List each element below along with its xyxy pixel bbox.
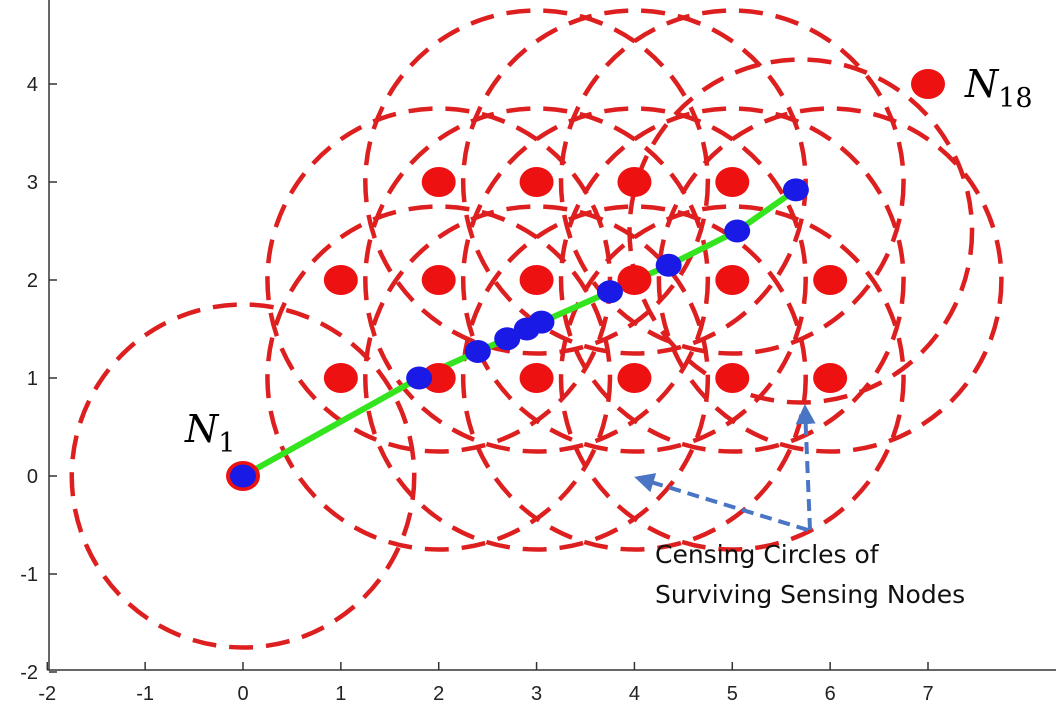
annotation-line-2: Surviving Sensing Nodes <box>655 580 966 609</box>
sensing-circle-13 <box>627 57 975 405</box>
sensing-node-17 <box>911 69 945 99</box>
sensing-circle-7 <box>460 106 808 454</box>
x-tick-label: -2 <box>38 683 56 705</box>
y-tick-label: -1 <box>20 564 38 586</box>
path-node-8 <box>724 219 751 243</box>
y-tick-label: 4 <box>27 74 38 96</box>
x-tick-label: 2 <box>433 683 444 705</box>
path-node-3 <box>494 327 521 351</box>
sensing-node-10 <box>617 265 652 295</box>
x-tick-label: -1 <box>136 683 154 705</box>
sensing-node-3 <box>519 363 554 393</box>
last-node-label: N18 <box>964 62 1033 114</box>
y-tick-label: -2 <box>20 662 38 684</box>
sensing-node-9 <box>519 265 554 295</box>
sensing-node-7 <box>323 265 358 295</box>
annotation-arrow-left <box>634 473 809 532</box>
sensing-node-2 <box>421 363 456 393</box>
sensing-node-5 <box>715 363 750 393</box>
path-node-9 <box>782 178 809 202</box>
path-node-7 <box>655 253 682 277</box>
x-tick-label: 3 <box>531 683 542 705</box>
sensing-node-1 <box>323 363 358 393</box>
sensing-circle-1 <box>265 204 613 552</box>
sensing-node-16 <box>715 167 750 197</box>
sensing-node-4 <box>617 363 652 393</box>
sensing-node-11 <box>715 265 750 295</box>
path-node-0 <box>230 464 256 488</box>
path-nodes <box>230 178 809 488</box>
sensing-node-14 <box>519 167 554 197</box>
x-tick-label: 7 <box>922 683 933 705</box>
annotation-text: Censing Circles of Surviving Sensing Nod… <box>655 535 965 615</box>
first-node-label: N1 <box>184 407 235 459</box>
sensing-node-13 <box>421 167 456 197</box>
sensing-node-15 <box>617 167 652 197</box>
x-tick-label: 4 <box>629 683 640 705</box>
sensing-circle-0 <box>69 302 417 650</box>
y-tick-label: 1 <box>27 368 38 390</box>
x-tick-label: 6 <box>825 683 836 705</box>
sensing-node-6 <box>813 363 848 393</box>
annotation-arrows <box>634 404 816 532</box>
y-tick-label: 3 <box>27 172 38 194</box>
sensing-nodes <box>226 69 945 491</box>
y-tick-label: 0 <box>27 466 38 488</box>
sensing-circle-4 <box>558 204 906 552</box>
sensing-circles <box>69 8 1004 650</box>
sensing-circle-9 <box>656 106 1004 454</box>
sensing-circle-12 <box>558 8 906 356</box>
sensing-circle-5 <box>265 106 613 454</box>
path-node-6 <box>596 280 623 304</box>
sensing-circle-10 <box>363 8 711 356</box>
annotation-arrow-up <box>795 404 816 531</box>
sensing-circle-11 <box>460 8 808 356</box>
y-tick-label: 2 <box>27 270 38 292</box>
path-node-1 <box>406 366 433 390</box>
path-node-5 <box>528 310 555 334</box>
x-tick-label: 1 <box>335 683 346 705</box>
sensing-circle-6 <box>363 106 711 454</box>
x-tick-label: 0 <box>237 683 248 705</box>
path-node-2 <box>464 340 491 364</box>
sensing-circle-3 <box>460 204 808 552</box>
sensing-circle-8 <box>558 106 906 454</box>
axes: -2 -1 0 1 2 3 4 5 6 7 -2 -1 0 1 2 3 4 <box>20 0 1056 705</box>
sensing-node-8 <box>421 265 456 295</box>
sensing-node-12 <box>813 265 848 295</box>
annotation-line-1: Censing Circles of <box>655 540 879 569</box>
x-tick-label: 5 <box>727 683 738 705</box>
sensing-circle-2 <box>363 204 711 552</box>
